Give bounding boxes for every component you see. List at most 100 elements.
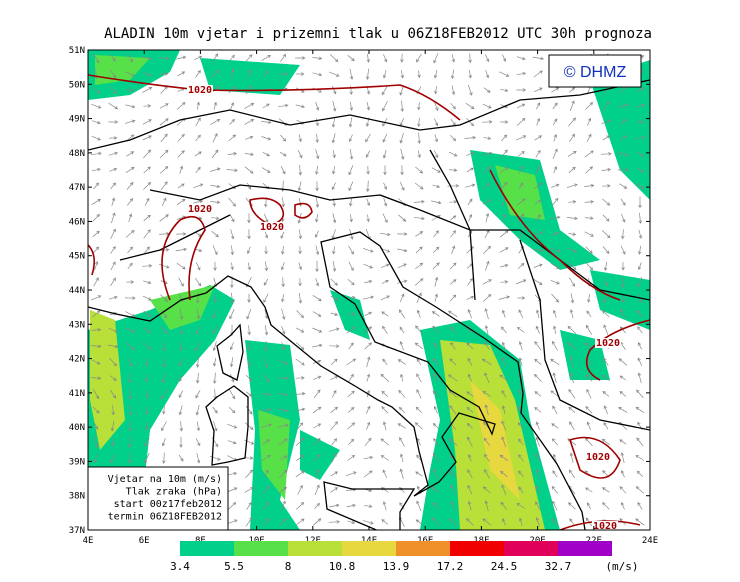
wind-arrow xyxy=(637,342,643,350)
wind-arrow xyxy=(637,245,642,255)
wind-arrow xyxy=(533,70,543,78)
wind-arrow xyxy=(110,277,116,287)
wind-arrow xyxy=(194,151,202,157)
wind-arrow xyxy=(211,216,220,220)
wind-arrow xyxy=(227,440,237,445)
wind-arrow xyxy=(433,405,438,414)
wind-arrow xyxy=(176,262,186,270)
wind-arrow xyxy=(331,116,336,128)
wind-arrow xyxy=(584,200,595,204)
wind-arrow xyxy=(108,120,119,124)
wind-arrow xyxy=(551,423,559,429)
wind-arrow xyxy=(128,388,132,400)
wind-arrow xyxy=(432,422,439,429)
wind-arrow xyxy=(382,358,388,366)
wind-arrow xyxy=(330,295,339,301)
wind-arrow xyxy=(366,53,370,63)
wind-arrow xyxy=(517,262,525,269)
wind-arrow xyxy=(227,423,238,429)
wind-arrow xyxy=(433,101,439,112)
wind-arrow xyxy=(518,454,524,462)
wind-arrow xyxy=(449,200,458,204)
wind-arrow xyxy=(501,405,506,415)
wind-arrow xyxy=(450,69,455,80)
wind-arrow xyxy=(296,454,305,461)
wind-arrow xyxy=(366,102,371,111)
wind-arrow xyxy=(143,166,151,174)
wind-arrow xyxy=(551,183,560,188)
wind-arrow xyxy=(278,359,289,365)
wind-arrow xyxy=(281,326,286,335)
wind-arrow xyxy=(348,373,354,382)
wind-arrow xyxy=(230,245,235,256)
wind-arrow xyxy=(142,264,153,268)
wind-arrow xyxy=(450,484,456,495)
wind-arrow xyxy=(500,263,509,268)
wind-arrow xyxy=(483,199,492,205)
wind-arrow xyxy=(247,341,251,351)
wind-arrow xyxy=(213,101,218,110)
wind-arrow xyxy=(587,117,592,126)
wind-arrow xyxy=(585,487,593,493)
wind-arrow xyxy=(448,438,458,446)
wind-arrow xyxy=(312,327,323,333)
wind-arrow xyxy=(516,135,527,141)
wind-arrow xyxy=(448,151,458,157)
wind-arrow xyxy=(160,326,168,334)
wind-arrow xyxy=(568,200,577,204)
wind-arrow xyxy=(159,214,169,222)
scale-label: 13.9 xyxy=(383,560,410,573)
wind-arrow xyxy=(380,455,389,461)
wind-arrow xyxy=(533,182,543,190)
isobar-label-bg xyxy=(592,521,618,530)
wind-arrow xyxy=(279,72,288,76)
wind-arrow xyxy=(280,166,286,175)
lat-label: 49N xyxy=(69,115,85,125)
wind-arrow xyxy=(263,293,269,304)
wind-arrow xyxy=(210,70,220,78)
wind-arrow xyxy=(331,389,337,398)
wind-arrow xyxy=(260,423,272,429)
wind-arrow xyxy=(637,262,642,271)
wind-arrow xyxy=(229,309,235,320)
wind-arrow xyxy=(91,310,101,318)
wind-arrow xyxy=(447,184,460,188)
wind-arrow xyxy=(434,118,439,127)
wind-arrow xyxy=(451,54,456,63)
wind-arrow xyxy=(383,182,388,190)
wind-arrow xyxy=(449,262,457,270)
wind-arrow xyxy=(569,452,574,463)
wind-arrow xyxy=(552,372,557,384)
lat-label: 51N xyxy=(69,46,85,56)
wind-arrow xyxy=(432,517,440,527)
scale-label: 17.2 xyxy=(437,560,464,573)
wind-arrow xyxy=(398,406,405,413)
wind-arrow xyxy=(535,309,540,318)
wind-arrow xyxy=(636,437,644,447)
wind-arrow xyxy=(178,277,184,287)
wind-arrow xyxy=(619,375,627,381)
wind-arrow xyxy=(228,407,236,414)
wind-arrow xyxy=(211,149,219,159)
wind-arrow xyxy=(228,389,236,400)
wind-arrow xyxy=(518,309,524,319)
wind-arrow xyxy=(315,196,320,208)
wind-arrow xyxy=(295,376,305,380)
wind-arrow xyxy=(143,181,152,190)
wind-arrow xyxy=(397,248,408,253)
lon-label: 6E xyxy=(139,536,150,546)
wind-arrow xyxy=(502,54,507,62)
wind-arrow xyxy=(347,422,356,430)
wind-arrow xyxy=(298,246,302,255)
wind-arrow xyxy=(226,168,238,173)
wind-arrow xyxy=(382,421,387,431)
wind-arrow xyxy=(467,484,473,495)
wind-arrow xyxy=(245,456,254,460)
wind-arrow xyxy=(518,357,523,367)
wind-arrow xyxy=(296,502,305,510)
wind-arrow xyxy=(449,405,457,415)
wind-arrow xyxy=(264,261,269,272)
wind-arrow xyxy=(483,245,491,254)
wind-arrow xyxy=(413,216,425,221)
wind-arrow xyxy=(381,279,389,285)
